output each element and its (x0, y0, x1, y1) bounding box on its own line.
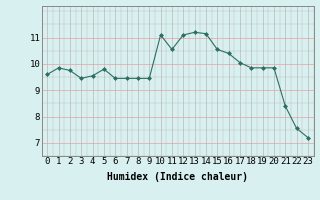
X-axis label: Humidex (Indice chaleur): Humidex (Indice chaleur) (107, 172, 248, 182)
